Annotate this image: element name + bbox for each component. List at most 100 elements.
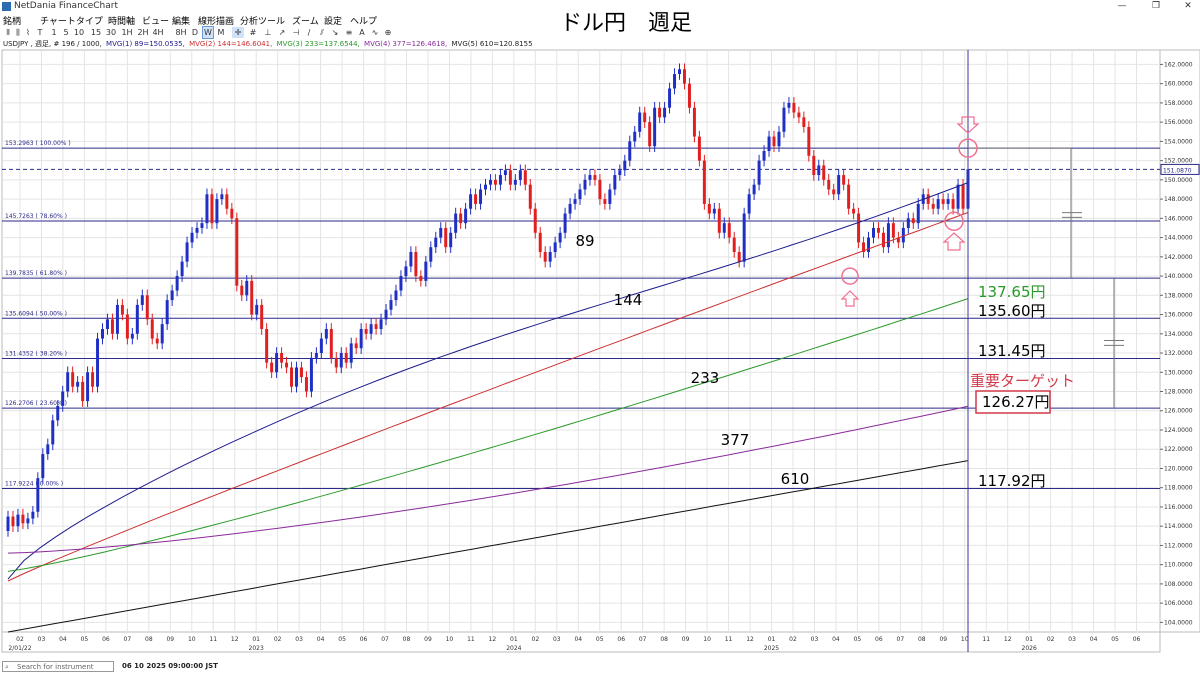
ma-line-610 <box>7 460 969 633</box>
candle-body <box>384 309 388 320</box>
tf-15[interactable]: 15 <box>90 28 102 37</box>
tf-10[interactable]: 10 <box>73 28 85 37</box>
tf-30[interactable]: 30 <box>105 28 117 37</box>
vline-icon[interactable]: ⊣ <box>292 28 300 37</box>
candle-body <box>583 179 587 190</box>
instrument-search[interactable]: ⌕ Search for instrument <box>2 661 114 672</box>
tf-t[interactable]: T <box>37 28 43 37</box>
candle-body <box>653 107 657 147</box>
candle-body <box>742 213 746 262</box>
arrow-icon[interactable]: ↗ <box>278 28 286 37</box>
x-tick-label: 06 <box>617 636 625 643</box>
channel-icon[interactable]: ⫽ <box>320 28 324 37</box>
candle-body <box>508 170 512 185</box>
bars-icon[interactable]: ⫴ <box>6 28 10 37</box>
candle-body <box>309 357 313 392</box>
fib-icon[interactable]: ≡ <box>345 28 353 37</box>
menu-symbol[interactable]: 銘柄 <box>3 17 22 27</box>
window-title: NetDania FinanceChart <box>14 1 118 11</box>
crosshair-icon[interactable]: ✛ <box>232 27 244 38</box>
menu-chart-type[interactable]: チャートタイプ <box>40 17 103 27</box>
x-tick-label: 12 <box>746 636 754 643</box>
trend-icon[interactable]: ∕ <box>307 28 311 37</box>
up-arrow-icon <box>942 232 966 251</box>
line-icon[interactable]: ⌇ <box>26 28 30 37</box>
candle-body <box>886 223 890 248</box>
x-tick-label: 09 <box>939 636 947 643</box>
candle-body <box>424 261 428 281</box>
candle-body <box>568 203 572 214</box>
candle-body <box>41 454 45 479</box>
tf-d[interactable]: D <box>191 28 199 37</box>
x-tick-label: 02 <box>16 636 24 643</box>
x-tick-label: 10 <box>961 636 969 643</box>
menu-drawing[interactable]: 線形描画 <box>198 17 235 27</box>
x-year-label: 2026 <box>1022 645 1037 652</box>
ray-icon[interactable]: ↘ <box>331 28 339 37</box>
candle-body <box>926 194 930 204</box>
candle-body <box>837 175 841 195</box>
menu-edit[interactable]: 編集 <box>172 17 191 27</box>
tf-1h[interactable]: 1H <box>121 28 133 37</box>
hline-icon[interactable]: ⊥ <box>264 28 272 37</box>
mvg4-info: MVG(4) 377=126.4618, <box>364 40 448 48</box>
candle-body <box>464 208 468 224</box>
candle-body <box>881 232 885 248</box>
tf-w[interactable]: W <box>202 26 214 39</box>
y-tick-label: 158.0000 <box>1164 100 1193 107</box>
minimize-button[interactable]: — <box>1117 1 1127 11</box>
tf-2h[interactable]: 2H <box>137 28 149 37</box>
y-tick-label: 142.0000 <box>1164 254 1193 261</box>
candle-body <box>354 343 358 349</box>
candle-body <box>469 194 473 209</box>
zoom-icon[interactable]: ⊕ <box>384 28 392 37</box>
tf-8h[interactable]: 8H <box>175 28 187 37</box>
text-icon[interactable]: A <box>359 28 365 37</box>
candle-body <box>414 252 418 277</box>
mvg3-info: MVG(3) 233=137.6544, <box>276 40 360 48</box>
fib-level-label: 117.9224 ( 0.00% ) <box>5 480 63 487</box>
candle-body <box>548 252 552 262</box>
candle-body <box>936 199 940 209</box>
x-tick-label: 09 <box>424 636 432 643</box>
candle-body <box>518 170 522 180</box>
ma-line-144 <box>7 212 969 582</box>
close-button[interactable]: ✕ <box>1184 1 1192 11</box>
menu-settings[interactable]: 設定 <box>324 17 343 27</box>
menu-view[interactable]: ビュー <box>142 17 170 27</box>
y-tick-label: 122.0000 <box>1164 446 1193 453</box>
candle-body <box>349 343 353 363</box>
menu-timeframe[interactable]: 時間軸 <box>108 17 136 27</box>
candles-icon[interactable]: ⫼ <box>16 28 20 37</box>
restore-button[interactable]: ❐ <box>1151 1 1161 11</box>
fib-level-label: 131.4352 ( 38.20% ) <box>5 350 67 357</box>
tf-m[interactable]: M <box>217 28 225 37</box>
x-tick-label: 11 <box>209 636 217 643</box>
menu-help[interactable]: ヘルプ <box>350 17 378 27</box>
tf-1[interactable]: 1 <box>51 28 57 37</box>
menu-analysis[interactable]: 分析ツール <box>240 17 286 27</box>
candle-body <box>812 155 816 176</box>
x-tick-label: 08 <box>660 636 668 643</box>
candle-body <box>190 232 194 243</box>
x-tick-label: 10 <box>446 636 454 643</box>
candle-body <box>867 237 871 253</box>
candle-body <box>230 208 234 219</box>
candle-body <box>787 102 791 108</box>
menu-zoom[interactable]: ズーム <box>292 17 319 27</box>
ma-label-377: 377 <box>721 431 750 449</box>
x-tick-label: 08 <box>145 636 153 643</box>
candle-body <box>687 83 691 108</box>
candle-body <box>563 213 567 233</box>
candle-body <box>553 242 557 253</box>
candle-body <box>96 338 100 387</box>
candle-body <box>324 328 328 339</box>
candle-body <box>762 151 766 161</box>
x-tick-label: 03 <box>38 636 46 643</box>
cycle-icon[interactable]: ∿ <box>371 28 379 37</box>
x-year-label: 2/01/22 <box>8 645 31 652</box>
grid-icon[interactable]: # <box>249 28 257 37</box>
tf-4h[interactable]: 4H <box>152 28 164 37</box>
tf-5[interactable]: 5 <box>63 28 69 37</box>
